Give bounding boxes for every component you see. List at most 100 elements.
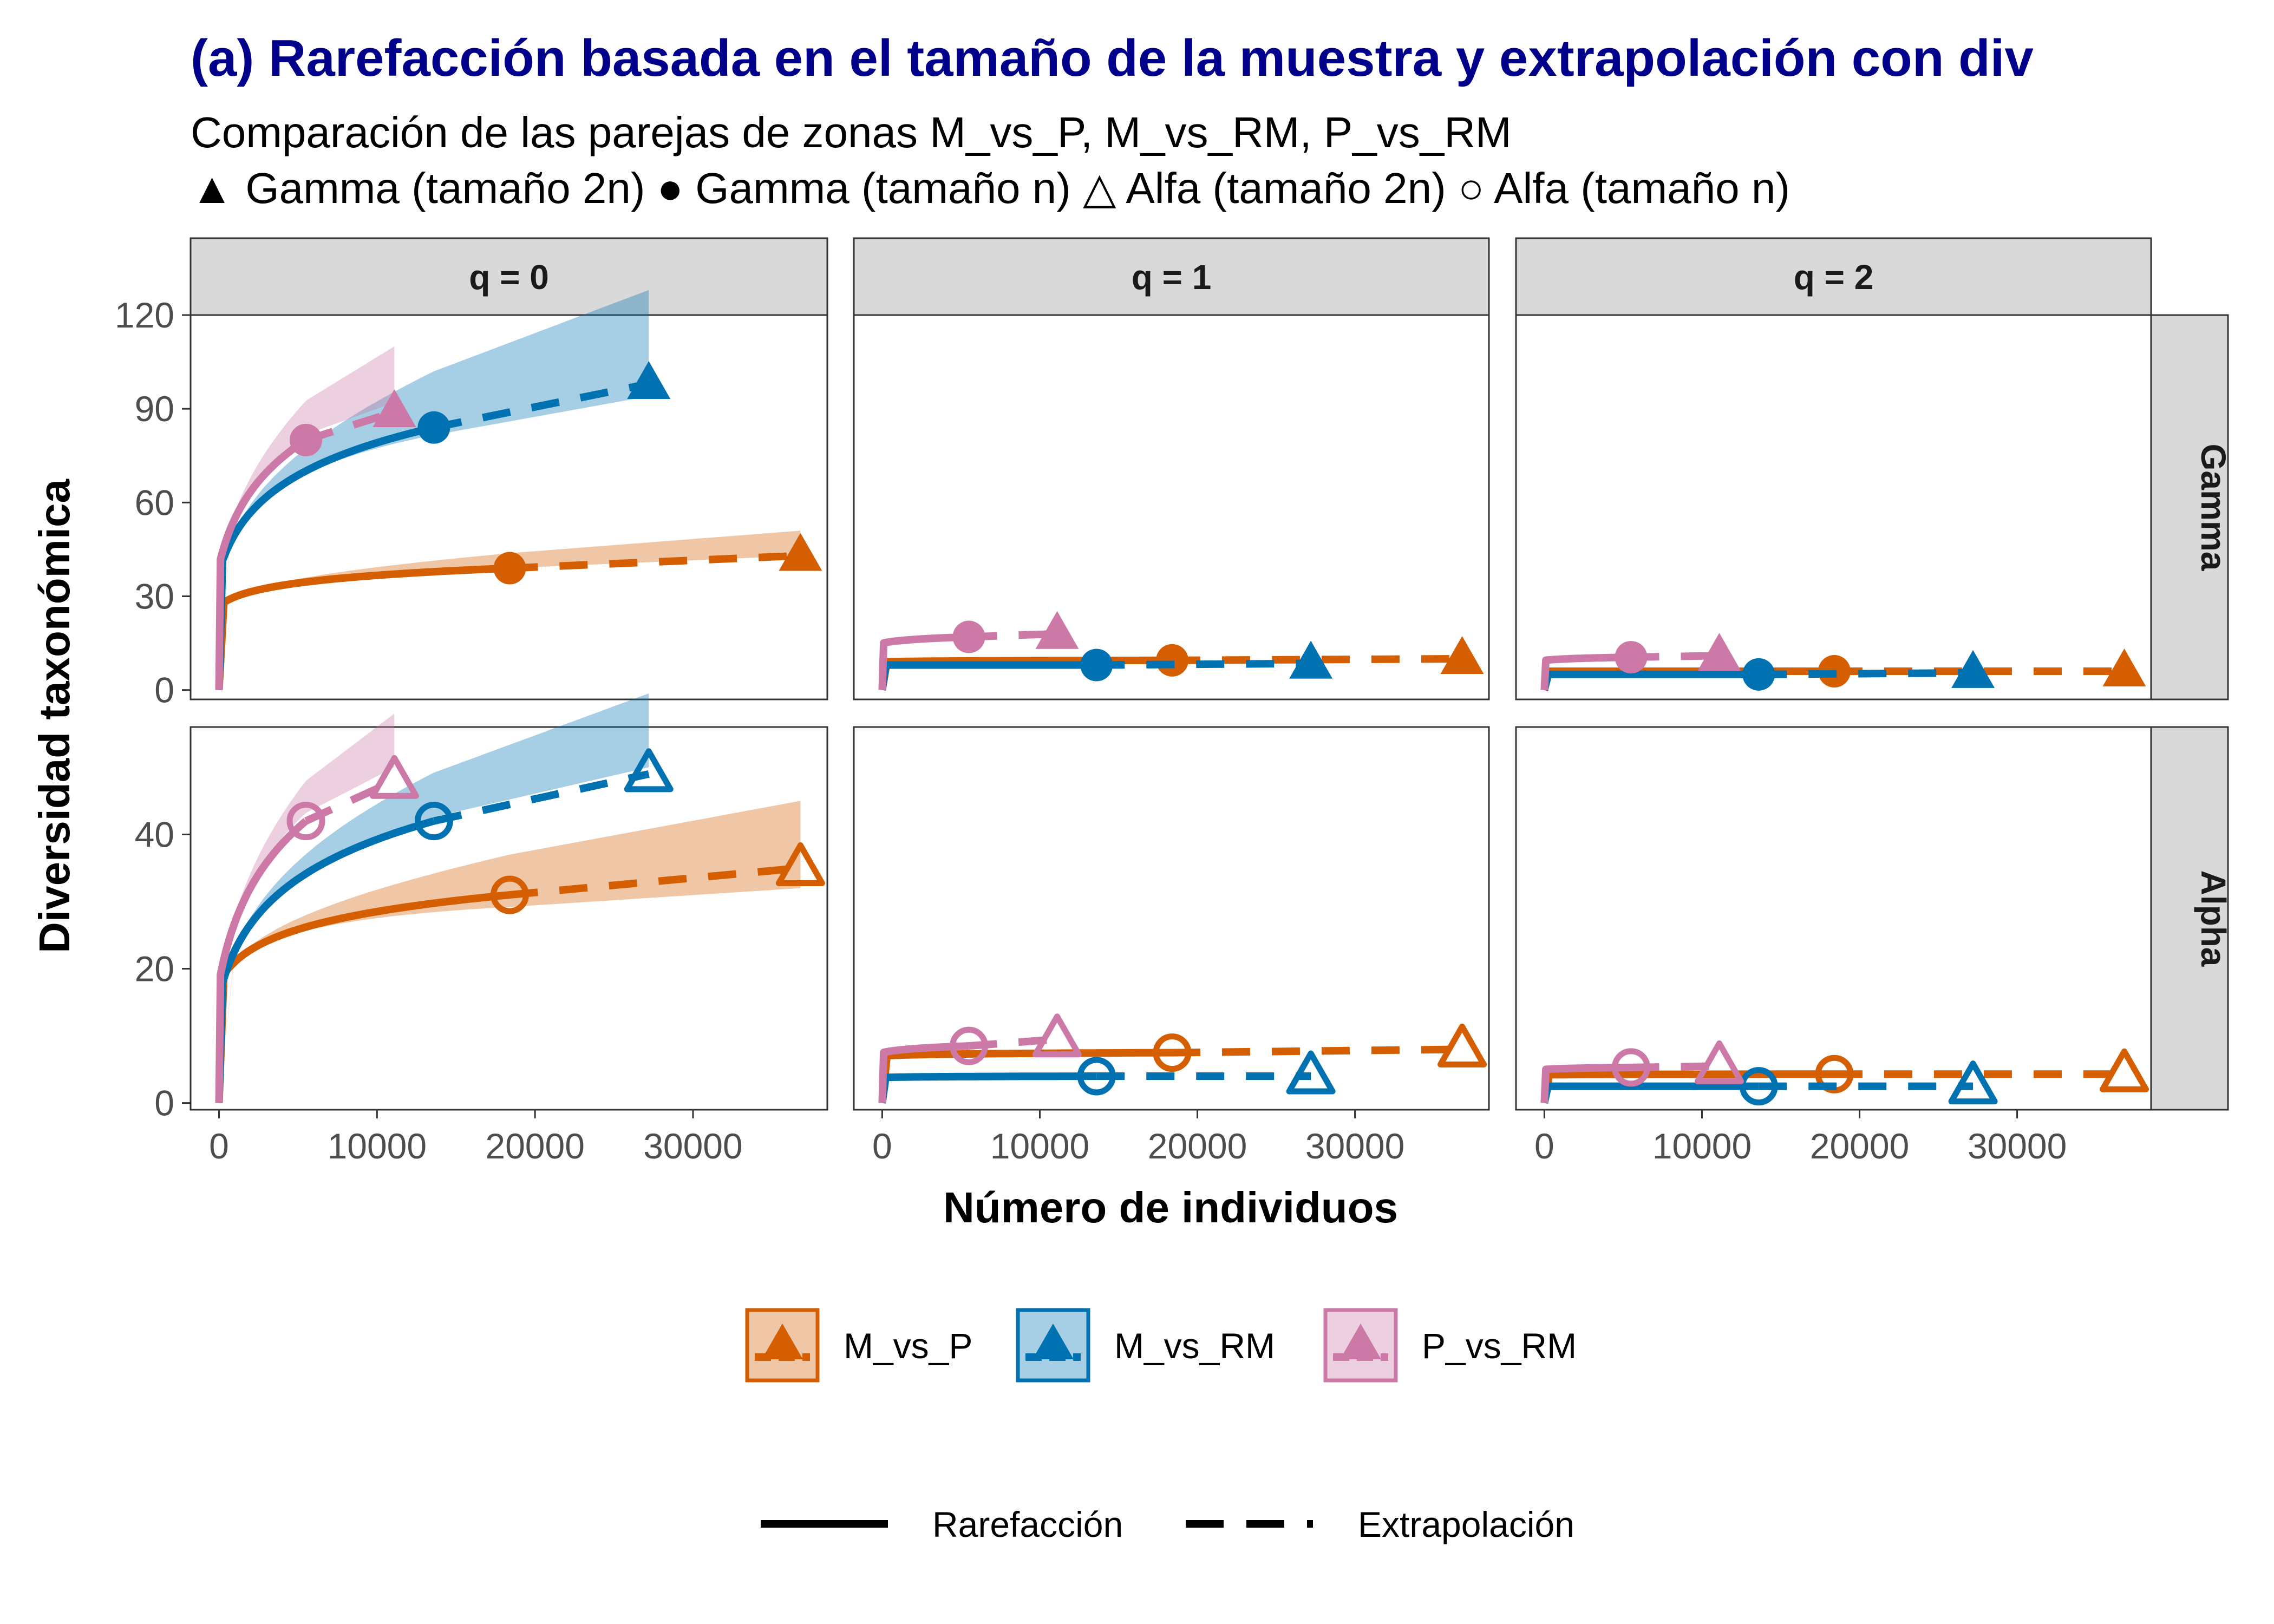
rarefaction-line (878, 661, 1097, 691)
legend-key-M_vs_RM (1016, 1308, 1090, 1383)
rarefaction-line (878, 1049, 1172, 1104)
extrapolated-point (373, 389, 416, 427)
facet-strip-label: Alpha (2194, 870, 2233, 967)
observed-point (286, 802, 325, 841)
legend-key-triangle (1340, 1324, 1381, 1359)
x-tick-label: 30000 (643, 1126, 743, 1166)
rarefaction-line (1540, 1070, 1834, 1104)
chart-subtitle: Comparación de las parejas de zonas M_vs… (191, 108, 1512, 156)
facet-strip-label: q = 0 (469, 258, 549, 297)
confidence-band (219, 346, 395, 690)
observed-point (1815, 1055, 1854, 1093)
chart-title: (a) Rarefacción basada en el tamaño de l… (191, 29, 2034, 87)
facet-strip-label: Gamma (2194, 444, 2233, 571)
facet-panel (190, 314, 828, 700)
rarefaction-line (215, 818, 309, 1103)
facet-panel (1515, 314, 2152, 700)
chart-shape-key: ▲ Gamma (tamaño 2n) ● Gamma (tamaño n) △… (191, 164, 1790, 212)
extrapolated-point (1289, 640, 1333, 679)
observed-point (1155, 644, 1188, 677)
series-P_vs_RM (1540, 1040, 1744, 1103)
y-tick-label: 20 (135, 949, 174, 989)
extrapolation-line (433, 770, 650, 825)
y-tick-label: 0 (154, 1083, 174, 1123)
observed-point (1077, 1057, 1116, 1096)
series-P_vs_RM (215, 713, 419, 1103)
observed-point (1611, 1048, 1650, 1087)
extrapolated-point (1032, 1013, 1082, 1058)
rarefaction-line (215, 564, 510, 691)
extrapolated-point (369, 755, 419, 799)
x-axis-title: Número de individuos (943, 1183, 1398, 1232)
facet-strip-col-0 (190, 237, 828, 316)
extrapolated-point (1286, 1050, 1336, 1095)
extrapolated-point (2102, 649, 2146, 687)
facet-panels: q = 0 q = 1 q = 2 Gamma Alpha 0 30 60 90 120 0 20 40… (115, 237, 2233, 1166)
legend-key-M_vs_P (745, 1308, 820, 1383)
observed-point (417, 411, 450, 444)
extrapolated-point (1697, 633, 1741, 671)
rarefaction-line (215, 891, 511, 1103)
x-tick-label: 10000 (1652, 1126, 1752, 1166)
x-tick-label: 20000 (485, 1126, 585, 1166)
series-M_vs_P (215, 531, 822, 691)
x-tick-label: 0 (209, 1126, 229, 1166)
x-tick-label: 0 (872, 1126, 892, 1166)
extrapolated-point (627, 361, 671, 399)
observed-point (290, 423, 323, 456)
observed-point (1615, 641, 1648, 674)
facet-strip-label: q = 1 (1132, 258, 1212, 297)
x-tick-label: 20000 (1148, 1126, 1247, 1166)
series-M_vs_RM (1540, 650, 1995, 691)
facet-strip-label: q = 2 (1794, 258, 1874, 297)
x-tick-label: 30000 (1968, 1126, 2067, 1166)
observed-point (490, 875, 529, 914)
legend-key-triangle (1033, 1324, 1074, 1359)
rarefaction-line (878, 1072, 1097, 1104)
y-tick-label: 30 (135, 577, 174, 617)
legend-label: M_vs_RM (1114, 1326, 1275, 1366)
extrapolation-line (1759, 669, 1974, 678)
y-tick-label: 40 (135, 814, 174, 854)
y-tick-label: 0 (154, 670, 174, 710)
facet-panel (853, 314, 1490, 700)
x-tick-label: 10000 (990, 1126, 1090, 1166)
observed-point (1080, 649, 1113, 682)
series-M_vs_P (1540, 1048, 2149, 1104)
facet-panel (190, 726, 828, 1111)
observed-point (952, 620, 985, 653)
rarefaction-line (215, 436, 309, 690)
extrapolated-point (1694, 1040, 1744, 1084)
extrapolated-point (2100, 1048, 2149, 1092)
series-M_vs_RM (878, 640, 1333, 691)
legend-key-triangle (762, 1324, 803, 1359)
y-tick-label: 60 (135, 482, 174, 522)
extrapolated-point (779, 533, 822, 571)
series-M_vs_P (215, 801, 825, 1103)
series-M_vs_RM (215, 693, 674, 1103)
rarefaction-line (1540, 670, 1759, 691)
x-tick-label: 10000 (328, 1126, 427, 1166)
extrapolated-point (624, 748, 674, 793)
observed-point (1739, 1067, 1778, 1106)
facet-strip-col-1 (853, 237, 1490, 316)
legend: M_vs_P M_vs_RM P_vs_RM Rarefacción Extrapola… (745, 1308, 1577, 1544)
observed-point (949, 1026, 988, 1065)
confidence-band (219, 693, 649, 1103)
facet-panel (1515, 726, 2152, 1111)
legend-key-P_vs_RM (1323, 1308, 1398, 1383)
confidence-band (219, 290, 649, 690)
x-tick-label: 30000 (1305, 1126, 1405, 1166)
series-M_vs_RM (1540, 1060, 1998, 1106)
series-P_vs_RM (215, 346, 416, 690)
y-tick-label: 120 (115, 295, 174, 335)
x-tick-label: 20000 (1810, 1126, 1910, 1166)
legend-label: M_vs_P (844, 1326, 972, 1366)
facet-strip-col-2 (1515, 237, 2152, 316)
confidence-band (219, 531, 801, 690)
y-tick-label: 90 (135, 389, 174, 429)
observed-point (414, 802, 453, 841)
rarefaction-line (878, 656, 1173, 691)
series-M_vs_P (878, 1023, 1487, 1104)
